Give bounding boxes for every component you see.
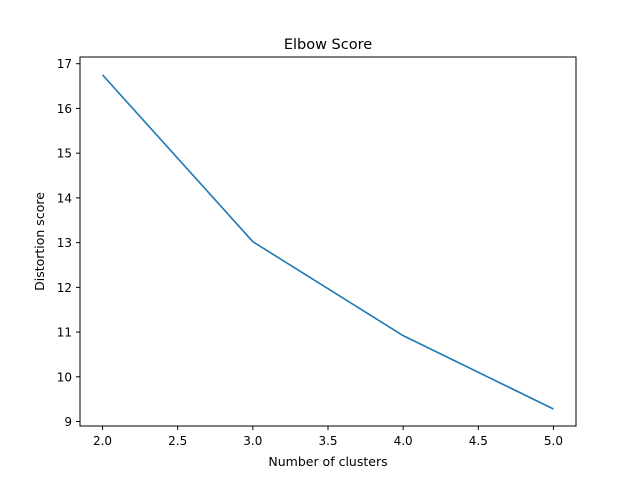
x-tick-label: 3.0 (243, 434, 262, 448)
x-tick-label: 3.5 (318, 434, 337, 448)
x-axis: 2.0 2.5 3.0 3.5 4.0 4.5 5.0 (93, 426, 563, 448)
y-tick-label: 17 (57, 57, 72, 71)
y-tick-label: 12 (57, 281, 72, 295)
x-tick-label: 5.0 (544, 434, 563, 448)
x-tick-label: 4.5 (469, 434, 488, 448)
y-tick-label: 14 (57, 191, 72, 205)
y-tick-label: 16 (57, 102, 72, 116)
plot-background (80, 57, 576, 426)
y-tick-label: 11 (57, 326, 72, 340)
y-tick-label: 13 (57, 236, 72, 250)
x-tick-label: 4.0 (394, 434, 413, 448)
y-axis: 9 10 11 12 13 14 15 16 17 (57, 57, 80, 429)
y-tick-label: 15 (57, 147, 72, 161)
x-axis-label: Number of clusters (268, 454, 387, 469)
y-tick-label: 9 (64, 415, 72, 429)
y-tick-label: 10 (57, 370, 72, 384)
x-tick-label: 2.5 (168, 434, 187, 448)
y-axis-label: Distortion score (32, 192, 47, 291)
chart-title: Elbow Score (284, 37, 372, 53)
x-tick-label: 2.0 (93, 434, 112, 448)
